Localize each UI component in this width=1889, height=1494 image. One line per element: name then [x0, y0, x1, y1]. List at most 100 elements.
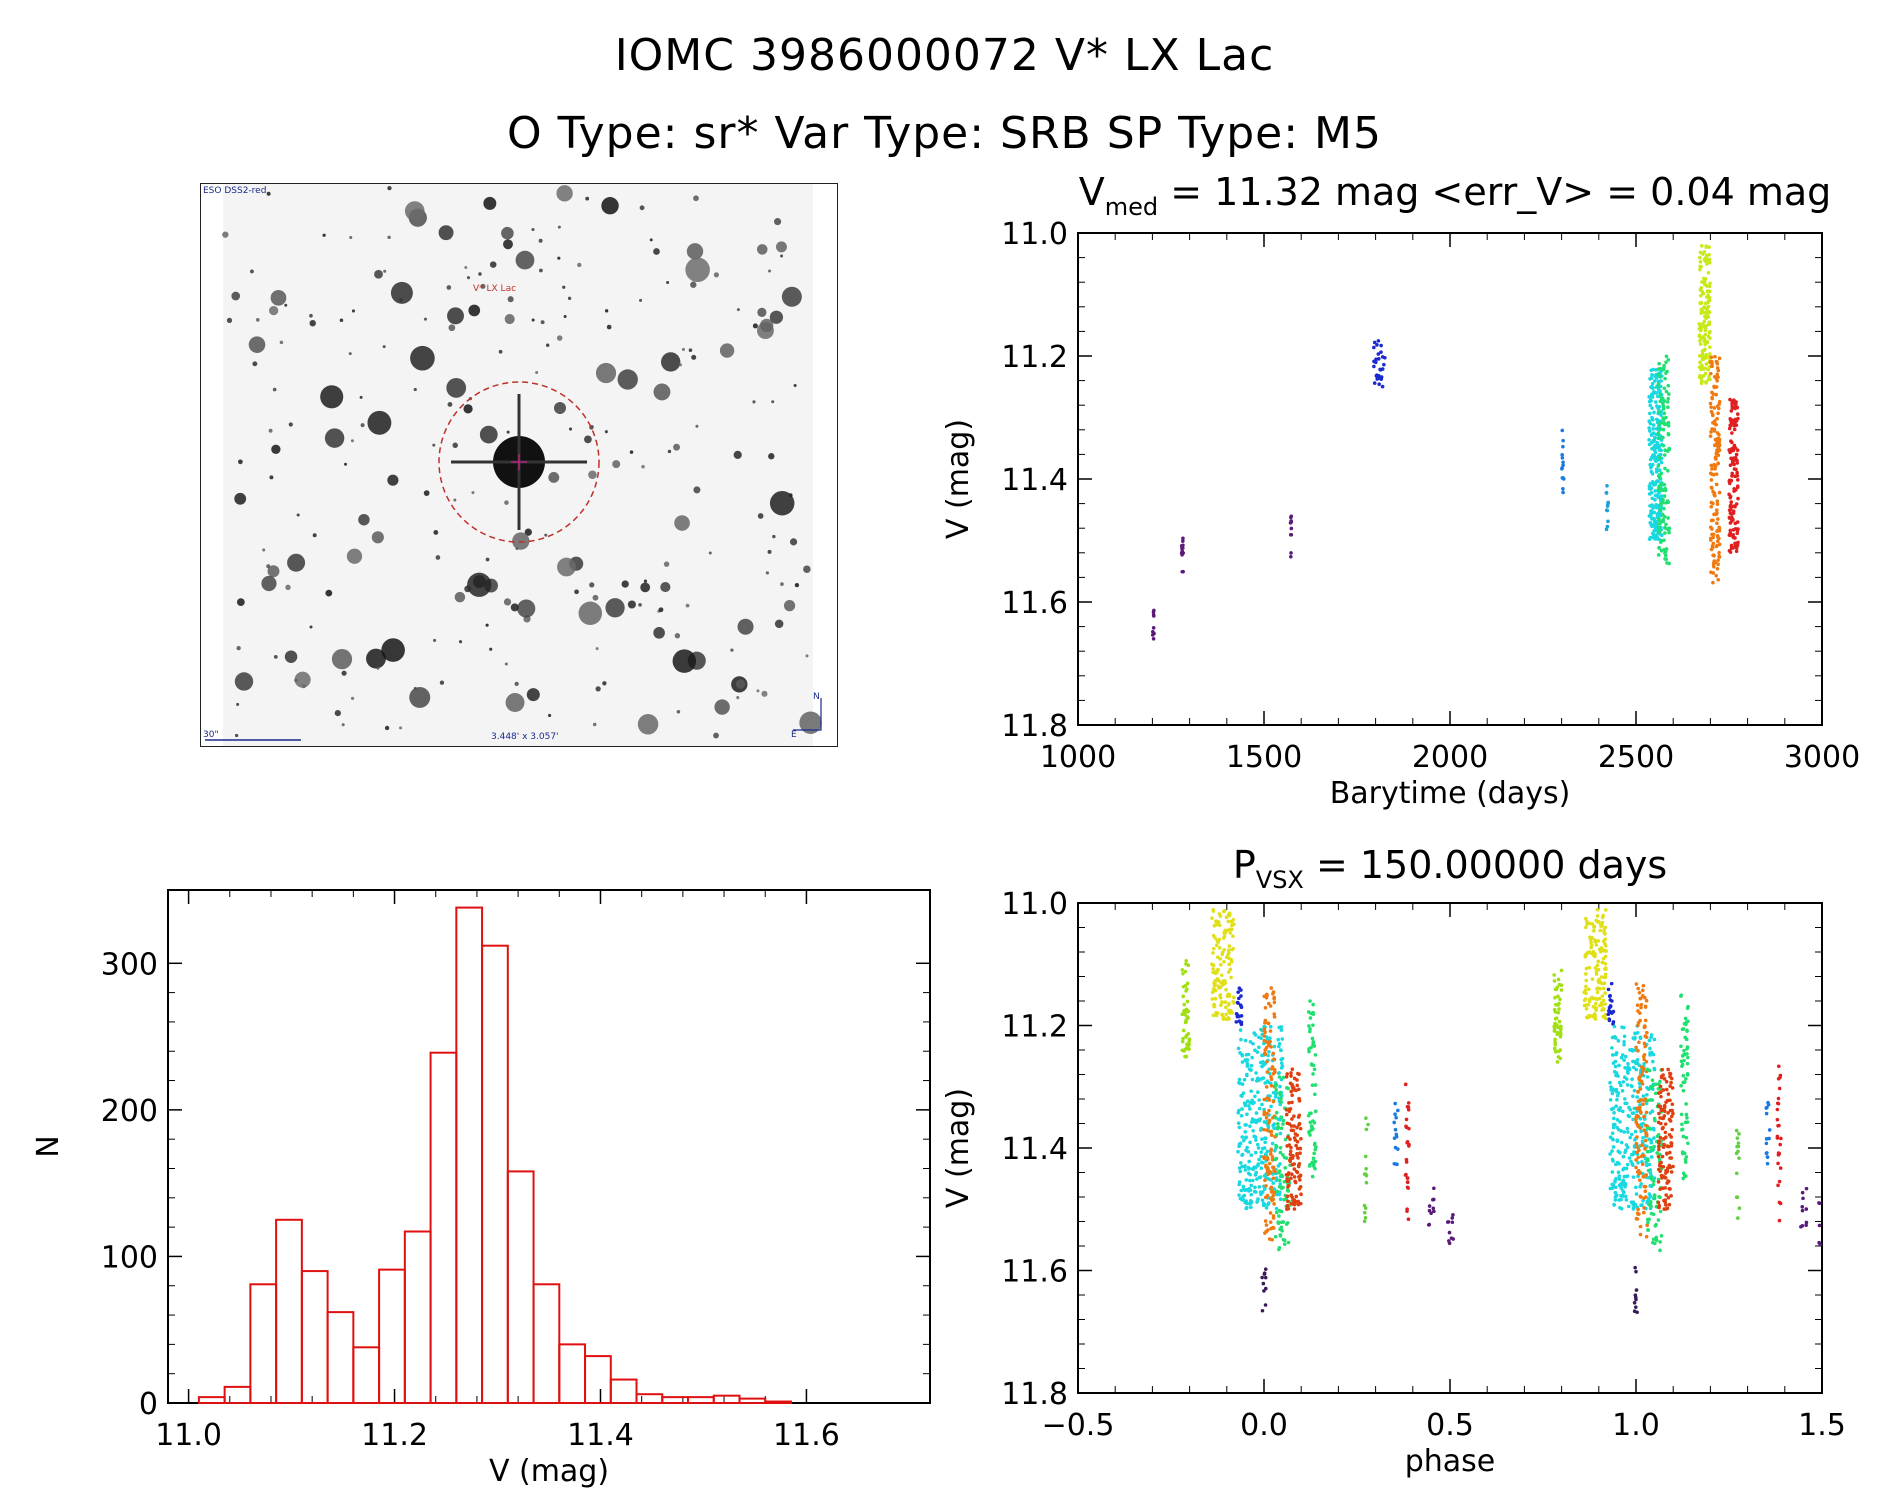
data-point [1639, 1129, 1643, 1134]
x-tick-label: 1000 [1040, 740, 1116, 775]
data-point [1657, 444, 1662, 448]
star [464, 585, 471, 593]
data-point [1639, 1065, 1644, 1069]
data-point [1639, 1154, 1644, 1159]
star [653, 627, 665, 639]
fov-label: 3.448' x 3.057' [491, 732, 559, 742]
data-point [1665, 1206, 1670, 1211]
data-point [1151, 626, 1156, 630]
data-point [1240, 1107, 1244, 1111]
data-point [1559, 968, 1564, 973]
data-point [1264, 1206, 1269, 1210]
data-point [1552, 1024, 1557, 1029]
data-point [1557, 1007, 1561, 1011]
star [686, 243, 704, 260]
data-point [1697, 334, 1702, 339]
star [510, 603, 519, 612]
data-point [1263, 1275, 1268, 1280]
data-point [1642, 1024, 1647, 1028]
data-point [1653, 448, 1657, 453]
data-point [1224, 987, 1228, 992]
data-point [1649, 399, 1653, 403]
data-point [1218, 962, 1223, 967]
data-point [1684, 1155, 1689, 1159]
data-point [1608, 998, 1613, 1002]
star [695, 424, 699, 428]
data-point [1666, 1092, 1671, 1096]
star [399, 726, 403, 730]
data-point [1237, 986, 1242, 990]
data-point [1648, 411, 1652, 416]
data-point [1363, 1154, 1368, 1159]
data-point [1634, 1269, 1638, 1274]
data-point [1267, 1108, 1271, 1113]
data-point [1656, 464, 1661, 468]
data-point [1252, 1134, 1256, 1139]
data-point [1236, 1046, 1241, 1051]
data-point [1590, 922, 1595, 926]
data-point [1262, 1187, 1267, 1191]
data-point [1271, 992, 1275, 996]
data-point [1734, 452, 1739, 457]
data-point [1648, 1051, 1652, 1055]
data-point [1251, 1042, 1255, 1046]
data-point [1708, 329, 1712, 334]
data-point [1227, 913, 1232, 918]
data-point [1621, 1154, 1626, 1159]
data-point [1658, 399, 1663, 404]
data-point [1659, 548, 1664, 553]
data-point [1714, 392, 1719, 397]
data-point [1279, 1173, 1284, 1177]
data-point [1644, 1133, 1649, 1138]
star [252, 361, 258, 367]
star [480, 283, 486, 289]
data-point [1245, 1072, 1249, 1077]
data-point [1427, 1204, 1432, 1208]
data-point [1215, 919, 1219, 924]
data-point [1647, 1137, 1651, 1141]
data-point [1730, 471, 1735, 476]
data-point [1244, 1206, 1249, 1211]
data-point [1607, 1017, 1612, 1021]
data-point [1253, 1094, 1257, 1099]
star [468, 304, 481, 317]
data-point [1260, 1308, 1265, 1313]
data-point [1553, 987, 1558, 992]
star [346, 548, 363, 564]
data-point [1313, 1053, 1318, 1057]
data-point [1610, 1182, 1614, 1187]
star [590, 425, 594, 429]
data-point [1260, 1198, 1265, 1202]
data-point [1704, 244, 1709, 249]
data-point [1603, 972, 1608, 977]
data-point [1609, 1088, 1613, 1092]
data-point [1257, 1185, 1262, 1189]
data-point [1183, 1020, 1188, 1025]
data-point [1686, 1055, 1690, 1060]
data-point [1558, 1056, 1563, 1061]
data-point [1644, 1173, 1649, 1177]
data-point [1662, 1105, 1667, 1110]
data-point [1218, 957, 1222, 961]
data-point [1242, 1077, 1247, 1082]
target-label: V* LX Lac [473, 284, 517, 294]
data-point [1659, 1094, 1663, 1099]
data-point [1653, 482, 1657, 487]
data-point [1593, 939, 1598, 944]
data-point [1706, 293, 1710, 298]
data-point [1729, 456, 1733, 461]
data-point [1731, 535, 1736, 540]
data-point [1643, 1147, 1647, 1151]
star [595, 686, 601, 692]
data-point [1685, 1047, 1689, 1051]
data-point [1626, 1113, 1631, 1118]
data-point [1633, 1059, 1638, 1064]
star [234, 492, 247, 505]
data-point [1604, 949, 1608, 953]
data-point [1584, 1003, 1588, 1007]
data-point [1393, 1112, 1397, 1117]
data-point [1298, 1173, 1303, 1178]
data-point [1656, 384, 1661, 389]
data-point [1272, 1000, 1277, 1005]
data-point [1183, 983, 1188, 988]
